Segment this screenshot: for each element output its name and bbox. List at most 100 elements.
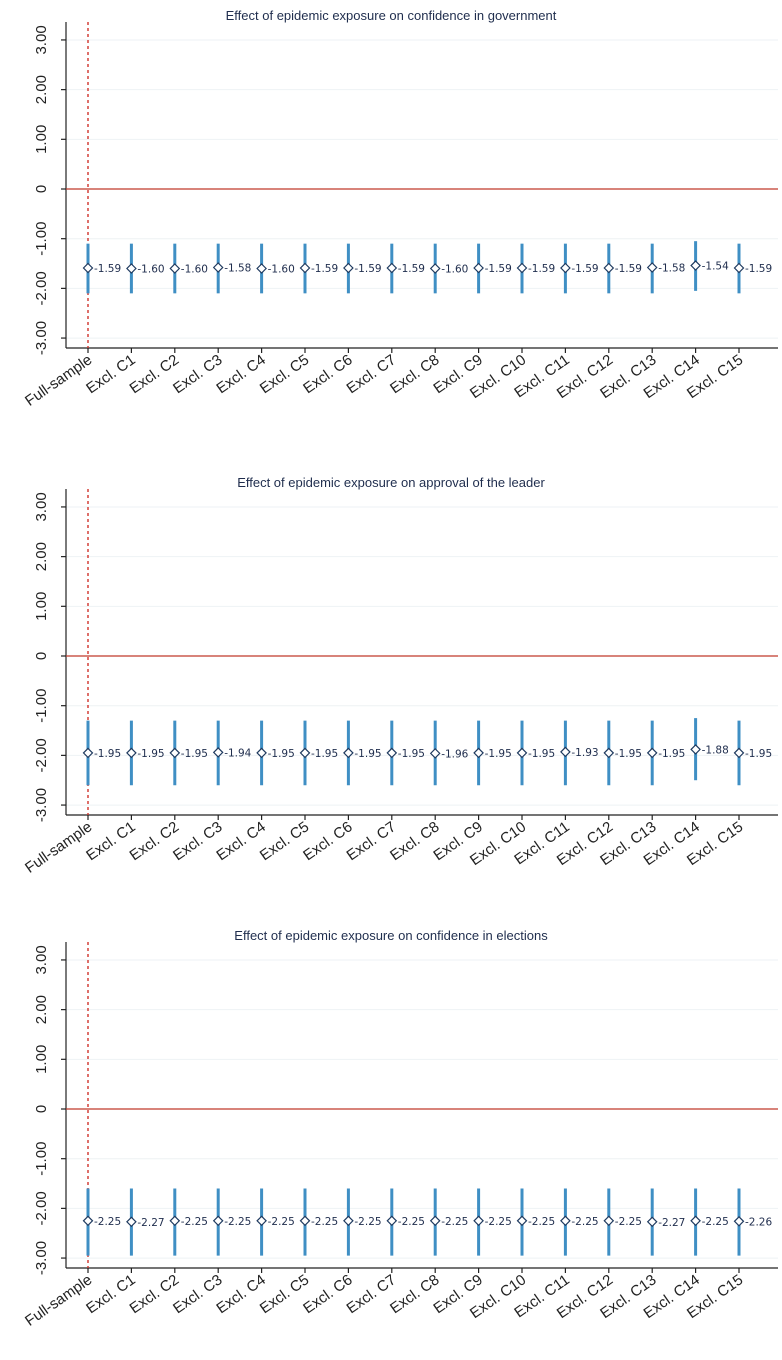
data-label: -1.59 <box>311 263 338 275</box>
y-tick-label: 1.00 <box>33 125 50 154</box>
data-label: -1.95 <box>485 748 512 760</box>
point-estimate-marker <box>169 263 181 274</box>
y-tick-label: 0 <box>33 1105 50 1113</box>
point-estimate-marker <box>343 262 354 274</box>
data-label: -1.88 <box>702 744 729 756</box>
point-estimate-marker <box>386 262 398 274</box>
chart-title: Effect of epidemic exposure on approval … <box>237 475 545 490</box>
data-label: -2.25 <box>224 1216 251 1228</box>
point-estimate-marker <box>256 747 267 759</box>
point-estimate-marker <box>646 1216 658 1228</box>
data-label: -1.54 <box>702 261 729 273</box>
data-label: -2.25 <box>268 1216 295 1228</box>
chart-panel-government: Effect of epidemic exposure on confidenc… <box>22 8 778 410</box>
point-estimate-marker <box>169 747 181 759</box>
point-estimate-marker <box>256 1215 267 1227</box>
data-label: -1.95 <box>528 748 555 760</box>
data-label: -1.95 <box>268 748 295 760</box>
point-estimate-marker <box>126 747 137 759</box>
data-label: -2.25 <box>354 1216 381 1228</box>
y-tick-label: 2.00 <box>33 995 50 1024</box>
point-estimate-marker <box>212 747 224 758</box>
y-tick-label: 0 <box>33 652 50 660</box>
data-label: -2.25 <box>398 1216 425 1228</box>
data-label: -1.60 <box>181 264 208 276</box>
point-estimate-marker <box>429 263 441 274</box>
data-label: -2.27 <box>137 1217 164 1229</box>
data-label: -1.59 <box>615 263 642 275</box>
data-label: -1.95 <box>181 748 208 760</box>
y-tick-label: 3.00 <box>33 25 50 54</box>
point-estimate-marker <box>126 1216 137 1228</box>
point-estimate-marker <box>733 262 745 274</box>
point-estimate-marker <box>126 263 137 274</box>
data-label: -1.95 <box>615 748 642 760</box>
y-tick-label: -3.00 <box>33 321 50 355</box>
data-label: -1.60 <box>137 264 164 276</box>
y-tick-label: -1.00 <box>33 689 50 723</box>
y-tick-label: -2.00 <box>33 738 50 772</box>
point-estimate-marker <box>299 747 311 759</box>
point-estimate-marker <box>82 262 94 274</box>
point-estimate-marker <box>386 747 398 759</box>
data-label: -1.59 <box>571 263 598 275</box>
point-estimate-marker <box>212 1215 224 1227</box>
data-label: -1.95 <box>354 748 381 760</box>
point-estimate-marker <box>473 747 484 759</box>
point-estimate-marker <box>212 262 224 273</box>
chart-title: Effect of epidemic exposure on confidenc… <box>234 928 548 943</box>
data-label: -1.60 <box>268 264 295 276</box>
y-tick-label: -2.00 <box>33 271 50 305</box>
data-label: -1.95 <box>311 748 338 760</box>
point-estimate-marker <box>603 262 615 274</box>
y-tick-label: 1.00 <box>33 1045 50 1074</box>
data-label: -2.25 <box>441 1216 468 1228</box>
data-label: -1.93 <box>571 747 598 759</box>
y-tick-label: 0 <box>33 185 50 193</box>
data-label: -1.95 <box>398 748 425 760</box>
data-label: -2.25 <box>615 1216 642 1228</box>
data-label: -1.95 <box>137 748 164 760</box>
y-tick-label: 1.00 <box>33 592 50 621</box>
point-estimate-marker <box>646 262 658 273</box>
data-label: -1.60 <box>441 264 468 276</box>
point-estimate-marker <box>516 1215 528 1227</box>
point-estimate-marker <box>82 747 94 759</box>
data-label: -1.94 <box>224 747 251 759</box>
x-tick-label: Full-sample <box>22 351 95 409</box>
y-tick-label: -3.00 <box>33 788 50 822</box>
point-estimate-marker <box>733 747 745 759</box>
data-label: -2.26 <box>745 1216 772 1228</box>
data-label: -2.25 <box>528 1216 555 1228</box>
point-estimate-marker <box>343 747 354 759</box>
data-label: -2.27 <box>658 1217 685 1229</box>
point-estimate-marker <box>690 260 701 271</box>
y-tick-label: -1.00 <box>33 1142 50 1176</box>
y-tick-label: -1.00 <box>33 222 50 256</box>
data-label: -1.59 <box>745 263 772 275</box>
chart-panel-leader: Effect of epidemic exposure on approval … <box>22 475 778 877</box>
point-estimate-marker <box>82 1215 94 1227</box>
y-tick-label: 3.00 <box>33 945 50 974</box>
data-label: -1.95 <box>94 748 121 760</box>
data-label: -1.59 <box>528 263 555 275</box>
y-tick-label: -3.00 <box>33 1241 50 1275</box>
point-estimate-marker <box>516 747 528 759</box>
point-estimate-marker <box>299 262 311 274</box>
data-label: -2.25 <box>181 1216 208 1228</box>
point-estimate-marker <box>386 1215 398 1227</box>
data-label: -1.59 <box>94 263 121 275</box>
point-estimate-marker <box>516 262 528 274</box>
y-tick-label: 2.00 <box>33 542 50 571</box>
chart-title: Effect of epidemic exposure on confidenc… <box>226 8 557 23</box>
point-estimate-marker <box>256 263 267 274</box>
data-label: -1.59 <box>398 263 425 275</box>
data-label: -1.59 <box>485 263 512 275</box>
y-tick-label: -2.00 <box>33 1191 50 1225</box>
data-label: -2.25 <box>94 1216 121 1228</box>
point-estimate-marker <box>560 262 571 274</box>
x-tick-label: Full-sample <box>22 818 95 876</box>
data-label: -1.95 <box>658 748 685 760</box>
point-estimate-marker <box>299 1215 311 1227</box>
point-estimate-marker <box>473 262 484 274</box>
